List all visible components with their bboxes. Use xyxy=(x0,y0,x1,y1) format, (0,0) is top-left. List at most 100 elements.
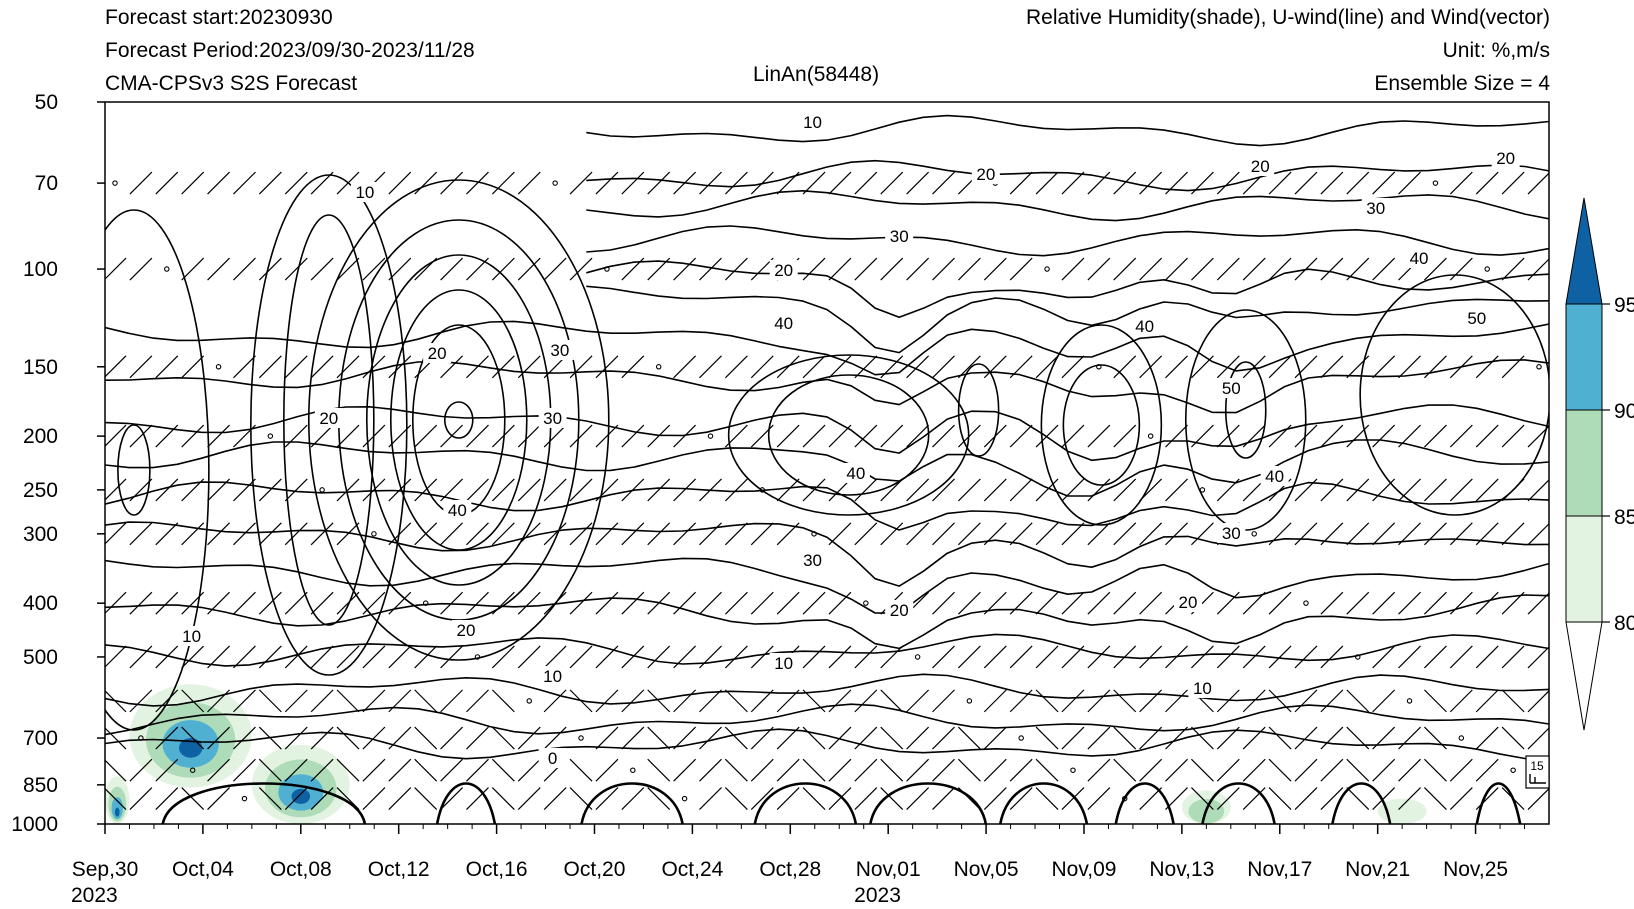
contour-label: 10 xyxy=(803,113,822,132)
wind-barb xyxy=(155,689,179,713)
wind-barb xyxy=(854,758,878,782)
wind-barb xyxy=(1268,591,1292,615)
u-wind-contour xyxy=(586,114,1549,147)
wind-barb xyxy=(336,645,360,669)
contour-label: 30 xyxy=(550,341,569,360)
wind-barb xyxy=(957,257,981,281)
wind-barb xyxy=(1009,645,1033,669)
wind-barb xyxy=(595,478,619,502)
wind-barb xyxy=(258,787,282,811)
wind-barb xyxy=(906,726,930,750)
contour-label: 40 xyxy=(1135,317,1154,336)
calm-wind-marker xyxy=(474,654,481,660)
wind-barb xyxy=(1190,522,1214,546)
wind-barb xyxy=(802,758,826,782)
wind-barb xyxy=(828,257,852,281)
wind-barb xyxy=(932,424,955,448)
wind-barb xyxy=(233,355,256,379)
wind-barb xyxy=(1501,787,1525,811)
x-tick-label: Nov,05 xyxy=(954,858,1019,881)
wind-barb xyxy=(491,355,515,379)
wind-barb xyxy=(336,787,360,811)
wind-barb xyxy=(1501,478,1525,502)
wind-barb xyxy=(155,522,179,546)
contour-label: 10 xyxy=(774,654,793,673)
x-tick-label: Oct,28 xyxy=(759,858,821,881)
wind-barb xyxy=(1009,478,1033,502)
wind-barb xyxy=(724,726,748,750)
wind-barb xyxy=(932,522,955,546)
wind-barb xyxy=(569,645,593,669)
wind-barb xyxy=(1294,787,1318,811)
contour-label-bg xyxy=(538,666,567,686)
wind-barb xyxy=(517,787,541,811)
calm-wind-marker xyxy=(1096,364,1102,370)
wind-barb xyxy=(1501,645,1525,669)
wind-barb xyxy=(388,424,412,448)
wind-barb xyxy=(1501,257,1525,281)
wind-barb xyxy=(1398,758,1421,782)
u-wind-zero-contour xyxy=(580,782,684,824)
wind-barb xyxy=(647,591,671,615)
calm-wind-marker xyxy=(422,600,429,606)
wind-barb xyxy=(983,522,1007,546)
wind-barb xyxy=(1009,591,1033,615)
u-wind-contour xyxy=(389,289,528,551)
wind-barb xyxy=(724,257,748,281)
wind-barb xyxy=(310,355,334,379)
model-name-label: CMA-CPSv3 S2S Forecast xyxy=(105,72,358,95)
wind-barb xyxy=(1113,645,1137,669)
u-wind-contour xyxy=(105,673,1549,707)
contour-label-bg xyxy=(769,313,798,333)
wind-barb xyxy=(1424,355,1447,379)
u-wind-contour xyxy=(105,359,1549,414)
u-wind-zero-contour xyxy=(869,782,988,824)
contour-label-bg xyxy=(545,340,574,360)
wind-barb xyxy=(1294,689,1318,713)
wind-barb xyxy=(310,726,334,750)
u-wind-contour xyxy=(1184,309,1307,531)
wind-barb xyxy=(1398,424,1421,448)
wind-barb xyxy=(595,171,619,195)
calm-wind-marker xyxy=(526,698,533,704)
wind-barb xyxy=(284,257,308,281)
wind-barb xyxy=(673,522,697,546)
wind-barb xyxy=(362,257,386,281)
wind-barb xyxy=(1190,257,1214,281)
wind-barb xyxy=(1113,355,1137,379)
wind-barb xyxy=(1268,787,1292,811)
x-tick-label: Oct,24 xyxy=(661,858,723,881)
wind-barb xyxy=(517,591,541,615)
wind-barb xyxy=(1294,478,1318,502)
wind-barb xyxy=(1242,787,1266,811)
x-tick-label: Oct,16 xyxy=(466,858,528,881)
wind-barb xyxy=(1165,522,1188,546)
wind-barb xyxy=(491,478,515,502)
contour-label: 20 xyxy=(1179,593,1198,612)
wind-barb xyxy=(621,645,645,669)
wind-barb xyxy=(466,478,489,502)
calm-wind-marker xyxy=(1510,767,1516,773)
wind-barb xyxy=(207,591,230,615)
wind-barb xyxy=(1139,257,1163,281)
wind-barb xyxy=(621,355,645,379)
wind-barb xyxy=(466,355,489,379)
contour-label-bg xyxy=(177,626,206,646)
wind-barb xyxy=(491,758,515,782)
wind-barb xyxy=(466,522,489,546)
wind-barb xyxy=(388,645,412,669)
wind-barb xyxy=(699,522,722,546)
wind-barb xyxy=(336,522,360,546)
wind-barb xyxy=(1216,689,1240,713)
wind-barb xyxy=(1268,522,1292,546)
wind-barb xyxy=(491,645,515,669)
wind-barb xyxy=(388,478,412,502)
wind-barb xyxy=(1372,689,1396,713)
wind-barb xyxy=(1424,478,1447,502)
wind-barb xyxy=(776,355,800,379)
wind-barb xyxy=(1035,424,1059,448)
calm-wind-marker xyxy=(1147,433,1154,439)
wind-barb xyxy=(1087,787,1111,811)
wind-barb xyxy=(466,758,489,782)
wind-barb xyxy=(105,591,127,615)
